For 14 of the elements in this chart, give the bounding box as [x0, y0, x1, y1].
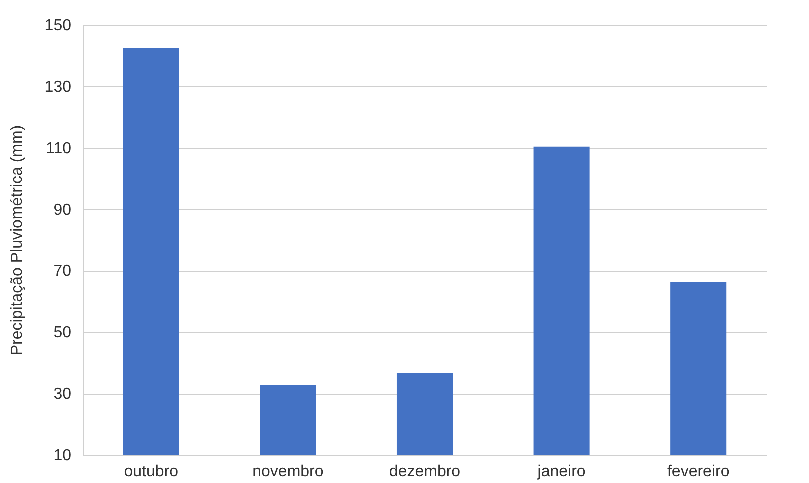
y-tick-label: 70 [54, 263, 72, 280]
x-tick-label: outubro [124, 464, 179, 480]
y-tick-label: 110 [46, 140, 72, 158]
y-tick-label: 10 [54, 448, 72, 464]
x-tick-label: fevereiro [667, 464, 730, 480]
y-tick-label: 90 [54, 202, 72, 219]
x-tick-label: novembro [252, 464, 324, 480]
x-tick-label: dezembro [389, 464, 461, 480]
y-tick-label: 130 [44, 78, 72, 96]
y-tick-label: 30 [54, 386, 72, 404]
y-tick-label: 150 [44, 18, 72, 34]
y-tick-label: 50 [54, 324, 72, 342]
y-axis-title: Precipitação Pluviométrica (mm) [8, 125, 26, 356]
x-tick-label: janeiro [536, 464, 586, 480]
